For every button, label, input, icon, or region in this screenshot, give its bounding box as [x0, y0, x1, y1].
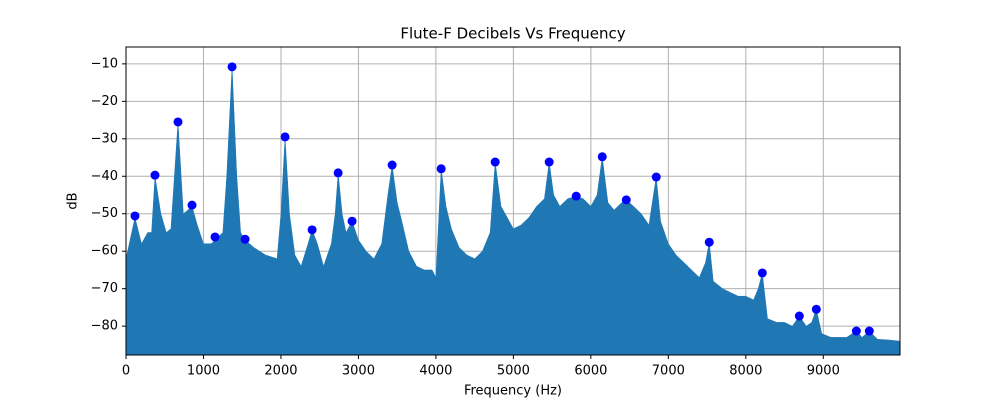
y-tick-label: −60: [91, 244, 118, 259]
x-tick-label: 6000: [574, 364, 607, 379]
peak-point: [347, 216, 357, 226]
x-tick-label: 3000: [342, 364, 375, 379]
peak-point: [210, 232, 220, 242]
x-tick-label: 8000: [729, 364, 762, 379]
peak-point: [240, 234, 250, 244]
y-tick-label: −20: [91, 94, 118, 109]
x-tick-label: 0: [122, 364, 130, 379]
peak-point: [150, 170, 160, 180]
y-axis-label: dB: [66, 192, 81, 209]
x-tick-label: 1000: [187, 364, 220, 379]
peak-point: [597, 152, 607, 162]
peak-point: [490, 157, 500, 167]
peak-point: [387, 160, 397, 170]
peak-point: [651, 172, 661, 182]
x-tick-label: 5000: [497, 364, 530, 379]
peak-point: [436, 164, 446, 174]
x-tick-label: 4000: [419, 364, 452, 379]
peak-point: [704, 237, 714, 247]
y-tick-label: −70: [91, 281, 118, 296]
peak-point: [864, 326, 874, 336]
y-tick-label: −50: [91, 206, 118, 221]
peak-point: [280, 132, 290, 142]
area: [125, 66, 901, 356]
peak-point: [227, 62, 237, 72]
peak-point: [130, 211, 140, 221]
peak-point: [307, 225, 317, 235]
peak-point: [794, 311, 804, 321]
peak-point: [811, 304, 821, 314]
x-tick-label: 2000: [264, 364, 297, 379]
chart-title: Flute-F Decibels Vs Frequency: [400, 25, 625, 43]
x-axis-label: Frequency (Hz): [464, 384, 562, 399]
peak-point: [757, 268, 767, 278]
y-tick-label: −40: [91, 169, 118, 184]
y-tick-label: −80: [91, 319, 118, 334]
x-tick-label: 7000: [652, 364, 685, 379]
x-tick-label: 9000: [807, 364, 840, 379]
peak-point: [544, 157, 554, 167]
y-tick-label: −30: [91, 131, 118, 146]
peak-point: [621, 195, 631, 205]
peak-point: [333, 168, 343, 178]
peak-point: [187, 200, 197, 210]
peak-point: [173, 117, 183, 127]
y-tick-label: −10: [91, 56, 118, 71]
peak-point: [851, 326, 861, 336]
peak-point: [571, 191, 581, 201]
